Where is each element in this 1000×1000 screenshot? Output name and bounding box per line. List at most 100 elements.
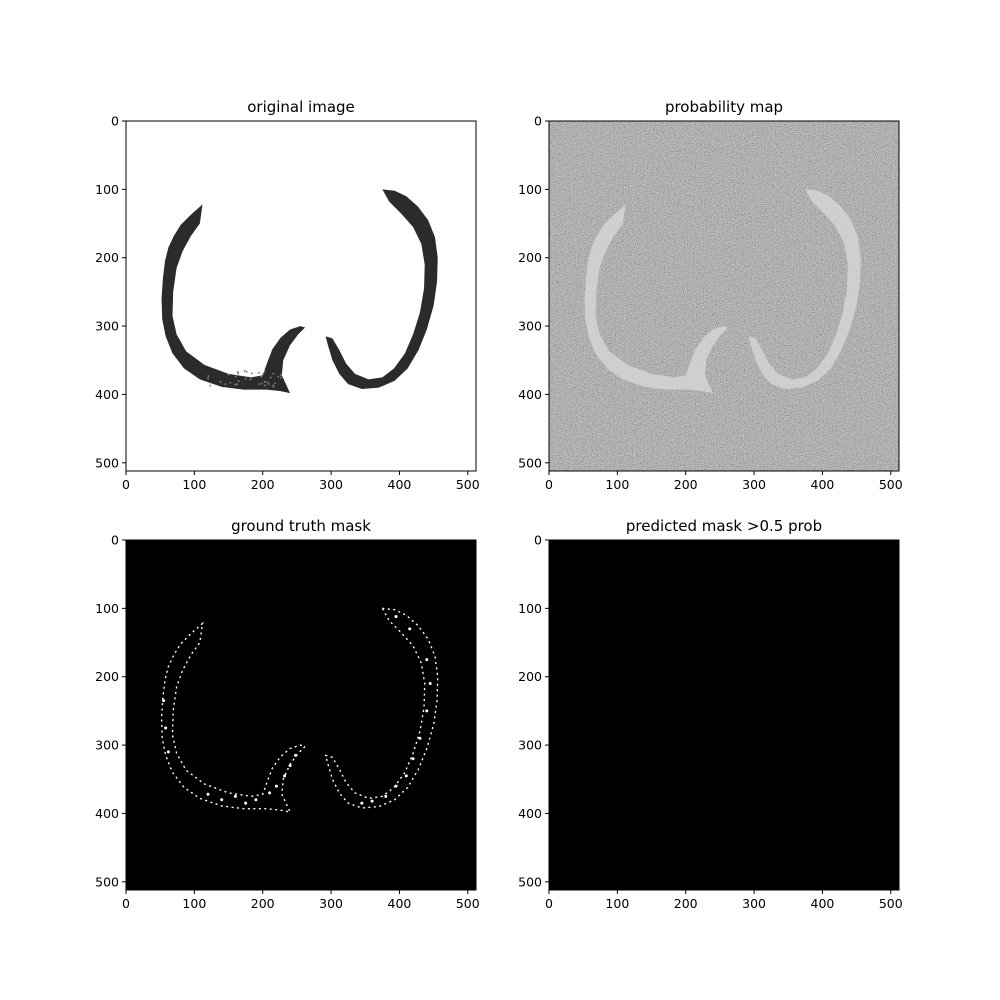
speckle xyxy=(234,384,236,386)
x-tick-label: 200 xyxy=(674,896,698,911)
y-tick-label: 100 xyxy=(518,601,542,616)
mask-speckle xyxy=(405,774,408,777)
x-tick-label: 100 xyxy=(605,477,629,492)
mask-speckle xyxy=(289,764,292,767)
speckle xyxy=(264,370,266,372)
x-tick-label: 300 xyxy=(742,477,766,492)
panel-1: original image0 100 200 300 400 5000100200300… xyxy=(95,98,480,492)
speckle xyxy=(274,382,276,384)
x-tick-label: 0 xyxy=(545,896,553,911)
panel-2: probability map0 100 200 300 400 500010020030… xyxy=(518,98,903,492)
y-tick-label: 300 xyxy=(95,319,119,334)
mask-speckle xyxy=(294,754,297,757)
x-tick-label: 0 xyxy=(122,896,130,911)
mask-speckle xyxy=(167,750,170,753)
speckle xyxy=(264,384,266,386)
speckle xyxy=(207,375,209,377)
panel-3: ground truth mask0 100 200 300 400 5000100200… xyxy=(95,517,480,911)
y-tick-label: 300 xyxy=(518,738,542,753)
speckle xyxy=(258,383,260,385)
y-tick-label: 500 xyxy=(518,455,542,470)
speckle xyxy=(235,375,237,377)
mask-speckle xyxy=(360,802,363,805)
speckle xyxy=(280,374,282,376)
x-tick-label: 0 xyxy=(122,477,130,492)
speckle xyxy=(229,382,231,384)
y-tick-label: 100 xyxy=(518,182,542,197)
x-tick-label: 300 xyxy=(742,896,766,911)
speckle xyxy=(237,373,239,375)
mask-speckle xyxy=(412,757,415,760)
y-tick-label: 500 xyxy=(95,874,119,889)
speckle xyxy=(245,378,247,380)
x-tick-label: 100 xyxy=(182,896,206,911)
mask-speckle xyxy=(254,798,257,801)
y-tick-label: 400 xyxy=(95,387,119,402)
speckle xyxy=(261,383,263,385)
mask-speckle xyxy=(395,785,398,788)
mask-speckle xyxy=(220,798,223,801)
speckle xyxy=(225,383,227,385)
speckle xyxy=(251,372,253,374)
mask-speckle xyxy=(207,793,210,796)
mask-speckle xyxy=(275,785,278,788)
mask-speckle xyxy=(429,682,432,685)
image-area xyxy=(549,540,899,890)
speckle xyxy=(238,380,240,382)
mask-speckle xyxy=(268,791,271,794)
x-tick-label: 200 xyxy=(251,896,275,911)
speckle xyxy=(228,374,230,376)
y-tick-label: 100 xyxy=(95,601,119,616)
speckle xyxy=(207,377,209,379)
mask-speckle xyxy=(283,774,286,777)
speckle xyxy=(260,376,262,378)
y-tick-label: 200 xyxy=(518,250,542,265)
image-area xyxy=(126,540,476,890)
speckle xyxy=(258,372,260,374)
y-tick-label: 400 xyxy=(518,387,542,402)
speckle xyxy=(277,376,279,378)
panel-title: original image xyxy=(247,98,355,116)
y-tick-label: 300 xyxy=(518,319,542,334)
x-tick-label: 200 xyxy=(674,477,698,492)
mask-speckle xyxy=(164,726,167,729)
x-tick-label: 500 xyxy=(879,477,903,492)
mask-speckle xyxy=(395,615,398,618)
speckle xyxy=(264,381,266,383)
x-tick-label: 200 xyxy=(251,477,275,492)
speckle xyxy=(236,383,238,385)
y-tick-label: 200 xyxy=(518,669,542,684)
speckle xyxy=(220,381,222,383)
speckle xyxy=(273,386,275,388)
x-tick-label: 400 xyxy=(388,477,412,492)
mask-speckle xyxy=(384,795,387,798)
x-tick-label: 500 xyxy=(456,896,480,911)
y-tick-label: 500 xyxy=(95,455,119,470)
y-tick-label: 500 xyxy=(518,874,542,889)
y-tick-label: 400 xyxy=(95,806,119,821)
mask-speckle xyxy=(418,737,421,740)
x-tick-label: 500 xyxy=(456,477,480,492)
y-tick-label: 300 xyxy=(95,738,119,753)
mask-speckle xyxy=(371,800,374,803)
speckle xyxy=(262,373,264,375)
x-tick-label: 300 xyxy=(319,477,343,492)
y-tick-label: 0 xyxy=(111,114,119,129)
y-tick-label: 0 xyxy=(534,114,542,129)
panel-title: ground truth mask xyxy=(231,517,371,535)
image-area xyxy=(126,121,476,471)
panel-title: predicted mask >0.5 prob xyxy=(626,517,822,535)
panel-4: predicted mask >0.5 prob 0 100 200 300 400 500… xyxy=(518,517,903,911)
speckle xyxy=(244,370,246,372)
mask-speckle xyxy=(234,795,237,798)
mask-speckle xyxy=(425,709,428,712)
x-tick-label: 0 xyxy=(545,477,553,492)
speckle xyxy=(209,385,211,387)
image-area xyxy=(549,121,899,471)
speckle xyxy=(280,377,282,379)
mask-speckle xyxy=(162,699,165,702)
panel-title: probability map xyxy=(665,98,783,116)
x-tick-label: 100 xyxy=(182,477,206,492)
mask-speckle xyxy=(408,627,411,630)
